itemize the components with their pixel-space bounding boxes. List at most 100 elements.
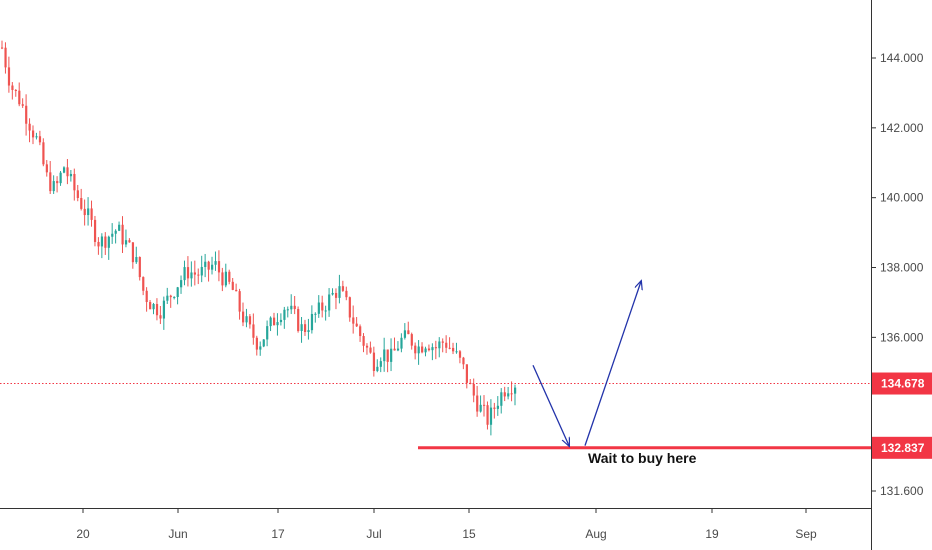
candle-body: [73, 173, 76, 191]
candle-body: [45, 164, 48, 173]
candle-body: [135, 257, 138, 263]
y-tick-label: 144.000: [880, 51, 924, 65]
candle-body: [97, 241, 100, 247]
candle-body: [407, 330, 410, 335]
candle-body: [300, 324, 303, 332]
candle-body: [348, 297, 351, 318]
candle-body: [242, 311, 245, 323]
x-tick-label: 20: [76, 527, 90, 541]
x-axis-ticks: 20 Jun 17 Jul 15 Aug 19 Sep: [76, 508, 817, 541]
candle-body: [238, 291, 241, 312]
price-tags: 134.678 132.837: [872, 372, 932, 459]
candle-body: [183, 267, 186, 281]
candle-body: [114, 230, 117, 234]
candle-body: [25, 105, 28, 124]
candle-body: [414, 345, 417, 354]
candle-body: [417, 346, 420, 354]
candle-body: [4, 47, 7, 68]
candle-body: [465, 364, 468, 383]
current-price-tag: [872, 372, 932, 395]
candle-body: [221, 272, 224, 286]
candle-body: [452, 347, 455, 352]
candle-body: [245, 316, 248, 323]
candle-body: [190, 272, 193, 279]
candle-body: [279, 319, 283, 323]
candle-body: [62, 167, 66, 173]
candle-body: [458, 351, 462, 358]
candle-body: [421, 346, 424, 353]
annotation-text: Wait to buy here: [588, 450, 697, 466]
x-tick-label: Jul: [366, 527, 381, 541]
x-tick-label: 17: [271, 527, 285, 541]
candle-body: [410, 334, 413, 346]
candle-body: [207, 261, 210, 270]
candle-body: [228, 271, 231, 282]
candle-body: [272, 317, 276, 326]
candle-body: [180, 280, 183, 288]
candle-body: [235, 289, 238, 292]
candle-body: [38, 136, 42, 143]
candle-body: [59, 172, 62, 184]
candle-body: [231, 281, 234, 290]
candle-body: [259, 346, 262, 350]
candle-body: [266, 326, 269, 340]
candle-body: [479, 404, 482, 412]
candle-body: [173, 296, 176, 298]
candle-body: [252, 324, 255, 338]
candle-body: [510, 393, 513, 395]
candle-body: [514, 387, 517, 394]
candle-body: [455, 351, 458, 353]
candle-body: [7, 67, 11, 86]
current-price-label: 134.678: [881, 377, 925, 391]
support-price-label: 132.837: [881, 441, 925, 455]
candle-body: [338, 286, 341, 298]
candle-body: [283, 309, 286, 320]
candle-body: [131, 242, 135, 263]
candle-body: [393, 348, 396, 351]
candle-body: [489, 407, 493, 425]
candle-body: [314, 313, 317, 315]
candle-body: [362, 336, 365, 346]
candle-body: [376, 366, 379, 371]
candle-body: [345, 290, 348, 298]
candle-body: [217, 261, 221, 273]
candle-body: [441, 341, 444, 343]
candle-body: [293, 305, 296, 310]
arrow-up: [584, 281, 641, 446]
candle-body: [121, 224, 124, 245]
candle-body: [28, 123, 31, 131]
candle-body: [21, 104, 24, 106]
x-tick-label: Jun: [168, 527, 187, 541]
arrows-group: [532, 281, 641, 446]
candle-body: [486, 405, 489, 425]
x-tick-label: 19: [705, 527, 719, 541]
candle-body: [462, 357, 465, 365]
candle-body: [107, 236, 110, 248]
candle-body: [204, 261, 207, 267]
candle-body: [438, 341, 441, 349]
candle-body: [90, 208, 93, 220]
candle-body: [328, 294, 331, 311]
candle-body: [359, 326, 362, 337]
candle-body: [93, 219, 97, 242]
y-tick-label: 131.600: [880, 484, 924, 498]
candle-body: [124, 240, 128, 245]
candle-body: [11, 85, 14, 90]
candle-body: [434, 347, 438, 349]
candle-body: [18, 90, 21, 105]
candle-body: [104, 236, 107, 248]
candle-body: [269, 317, 272, 327]
candle-body: [35, 136, 38, 138]
y-tick-label: 140.000: [880, 191, 924, 205]
candle-body: [145, 290, 148, 303]
candle-body: [500, 392, 503, 406]
candle-body: [176, 287, 179, 297]
y-tick-label: 136.000: [880, 330, 924, 344]
candle-body: [396, 348, 400, 351]
candle-body: [472, 383, 475, 396]
candle-body: [286, 309, 289, 311]
candle-body: [14, 89, 17, 91]
candle-body: [403, 330, 407, 338]
